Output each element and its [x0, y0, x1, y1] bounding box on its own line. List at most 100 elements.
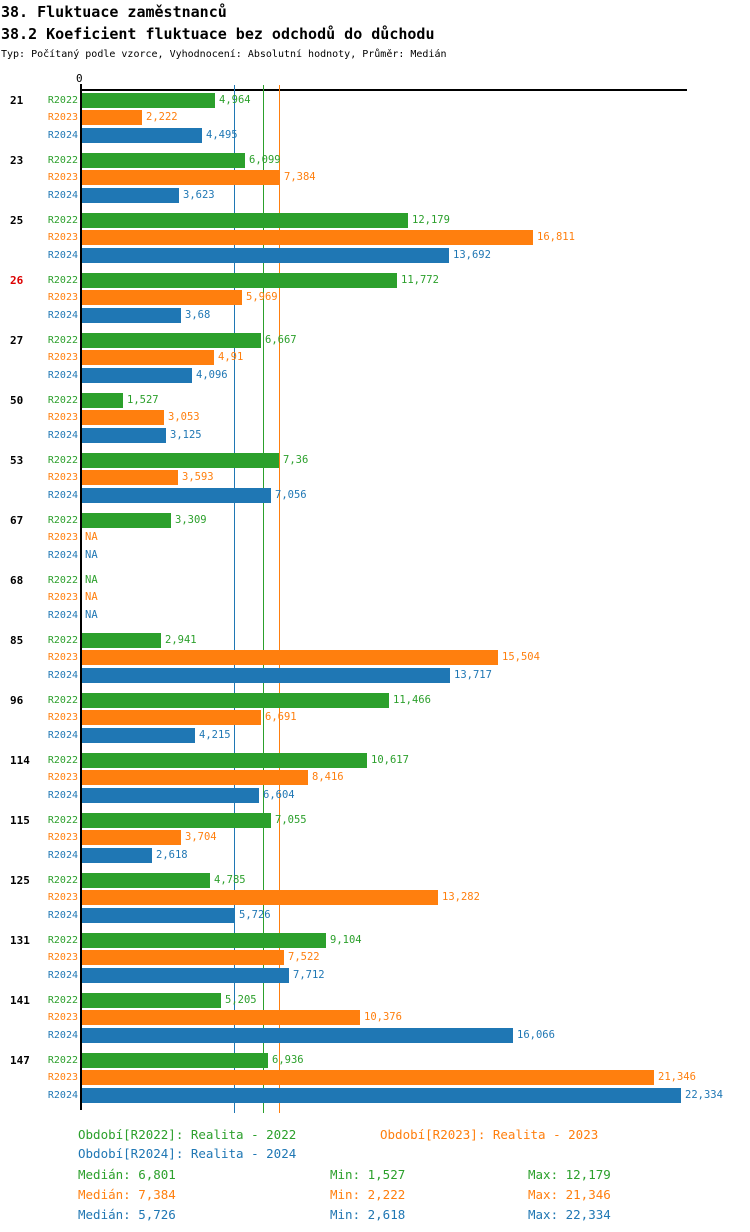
bar-value-label: 5,205	[225, 994, 257, 1006]
bar-value-label: 6,691	[265, 711, 297, 723]
group-label: 68	[10, 574, 24, 587]
bar-value-label: 10,617	[371, 754, 409, 766]
median-r2023: Medián: 7,384	[78, 1187, 176, 1202]
bar-r2023	[82, 170, 280, 185]
series-row-label: R2023	[47, 832, 78, 843]
series-row-label: R2022	[47, 395, 78, 406]
group-label: 147	[10, 1054, 30, 1067]
group-label: 115	[10, 814, 30, 827]
series-row-label: R2023	[47, 172, 78, 183]
series-row-label: R2024	[47, 1030, 78, 1041]
bar-r2024	[82, 668, 450, 683]
bar-r2022	[82, 993, 221, 1008]
bar-value-label: 13,717	[454, 669, 492, 681]
median-reference-line	[234, 85, 235, 1113]
bar-r2022	[82, 1053, 268, 1068]
bar-r2023	[82, 410, 164, 425]
bar-r2022	[82, 393, 123, 408]
bar-r2024	[82, 848, 152, 863]
series-row-label: R2023	[47, 472, 78, 483]
bar-r2024	[82, 1088, 681, 1103]
series-row-label: R2024	[47, 670, 78, 681]
series-row-label: R2024	[47, 370, 78, 381]
series-row-label: R2022	[47, 635, 78, 646]
series-row-label: R2024	[47, 490, 78, 501]
series-row-label: R2024	[47, 970, 78, 981]
max-r2023: Max: 21,346	[528, 1187, 611, 1202]
series-row-label: R2022	[47, 995, 78, 1006]
series-row-label: R2024	[47, 430, 78, 441]
bar-value-label: 7,056	[275, 489, 307, 501]
series-row-label: R2022	[47, 95, 78, 106]
series-row-label: R2022	[47, 155, 78, 166]
median-r2022: Medián: 6,801	[78, 1167, 176, 1182]
series-row-label: R2023	[47, 292, 78, 303]
bar-r2023	[82, 470, 178, 485]
series-row-label: R2023	[47, 352, 78, 363]
series-row-label: R2022	[47, 755, 78, 766]
series-row-label: R2022	[47, 275, 78, 286]
bar-r2022	[82, 153, 245, 168]
series-row-label: R2022	[47, 815, 78, 826]
series-row-label: R2022	[47, 1055, 78, 1066]
bar-r2024	[82, 728, 195, 743]
bar-value-na-label: NA	[85, 591, 98, 603]
bar-r2024	[82, 308, 181, 323]
bar-value-na-label: NA	[85, 549, 98, 561]
group-label: 114	[10, 754, 30, 767]
bar-r2024	[82, 1028, 513, 1043]
legend-item-r2024: Období[R2024]: Realita - 2024	[78, 1146, 297, 1161]
bar-r2022	[82, 93, 215, 108]
series-row-label: R2024	[47, 310, 78, 321]
series-row-label: R2022	[47, 695, 78, 706]
max-r2022: Max: 12,179	[528, 1167, 611, 1182]
series-row-label: R2022	[47, 935, 78, 946]
bar-r2024	[82, 188, 179, 203]
max-r2024: Max: 22,334	[528, 1207, 611, 1222]
bar-r2024	[82, 368, 192, 383]
series-row-label: R2022	[47, 575, 78, 586]
bar-value-label: 16,811	[537, 231, 575, 243]
bar-r2024	[82, 248, 449, 263]
bar-r2022	[82, 933, 326, 948]
bar-r2023	[82, 770, 308, 785]
group-label: 27	[10, 334, 24, 347]
bar-r2024	[82, 488, 271, 503]
bar-r2024	[82, 968, 289, 983]
bar-value-label: 9,104	[330, 934, 362, 946]
bar-value-label: 3,593	[182, 471, 214, 483]
bar-value-na-label: NA	[85, 531, 98, 543]
series-row-label: R2024	[47, 910, 78, 921]
bar-r2022	[82, 453, 279, 468]
series-row-label: R2023	[47, 952, 78, 963]
bar-value-label: 3,623	[183, 189, 215, 201]
bar-value-label: 6,667	[265, 334, 297, 346]
bar-value-label: 7,522	[288, 951, 320, 963]
series-row-label: R2023	[47, 592, 78, 603]
series-row-label: R2023	[47, 1012, 78, 1023]
bar-value-label: 2,222	[146, 111, 178, 123]
chart-subtitle: 38.2 Koeficient fluktuace bez odchodů do…	[1, 25, 435, 43]
bar-value-label: 12,179	[412, 214, 450, 226]
bar-r2024	[82, 908, 235, 923]
bar-value-na-label: NA	[85, 574, 98, 586]
series-row-label: R2023	[47, 112, 78, 123]
bar-value-label: 4,91	[218, 351, 244, 363]
bar-value-label: 6,099	[249, 154, 281, 166]
bar-value-label: 6,936	[272, 1054, 304, 1066]
group-label: 125	[10, 874, 30, 887]
bar-value-label: 4,495	[206, 129, 238, 141]
bar-value-label: 13,692	[453, 249, 491, 261]
series-row-label: R2024	[47, 610, 78, 621]
series-row-label: R2024	[47, 850, 78, 861]
bar-value-label: 7,055	[275, 814, 307, 826]
bar-value-label: 4,215	[199, 729, 231, 741]
group-label: 141	[10, 994, 30, 1007]
series-row-label: R2023	[47, 772, 78, 783]
series-row-label: R2024	[47, 190, 78, 201]
page-title: 38. Fluktuace zaměstnanců	[1, 3, 227, 21]
bar-value-label: 11,772	[401, 274, 439, 286]
series-row-label: R2023	[47, 412, 78, 423]
bar-r2022	[82, 873, 210, 888]
group-label: 53	[10, 454, 24, 467]
